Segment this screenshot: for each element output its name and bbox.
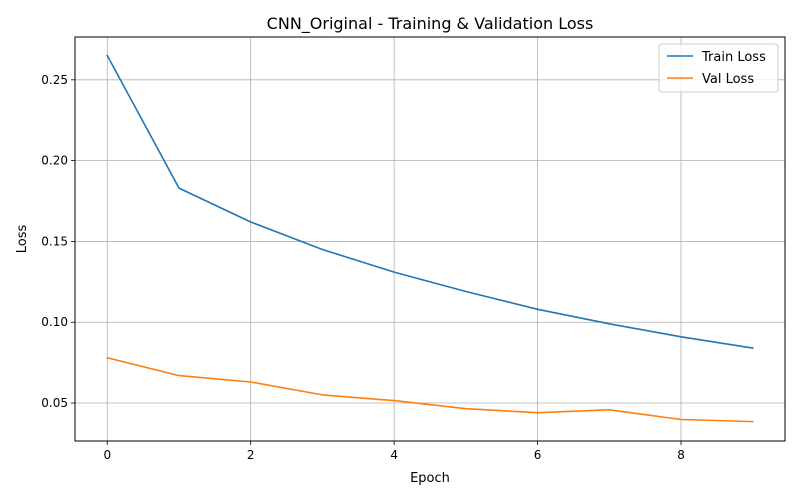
- x-axis-label: Epoch: [410, 471, 450, 486]
- chart-title: CNN_Original - Training & Validation Los…: [267, 14, 594, 34]
- series-line-val-loss: [106, 356, 754, 423]
- x-tick-label: 8: [677, 448, 685, 462]
- y-tick-label: 0.10: [41, 315, 68, 329]
- legend-label-val-loss: Val Loss: [702, 72, 754, 87]
- x-tick-label: 0: [103, 448, 111, 462]
- plot-area: [75, 37, 785, 441]
- legend-label-train-loss: Train Loss: [701, 50, 766, 65]
- y-tick-label: 0.15: [41, 234, 68, 248]
- y-axis-label: Loss: [15, 225, 30, 254]
- y-tick-label: 0.05: [41, 396, 68, 410]
- y-axis-ticks: 0.05 0.10 0.15 0.20 0.25: [41, 73, 75, 410]
- series-line-train-loss: [106, 54, 754, 350]
- series-layer: [106, 54, 754, 423]
- y-tick-label: 0.25: [41, 73, 68, 87]
- y-tick-label: 0.20: [41, 154, 68, 168]
- x-axis-ticks: 0 2 4 6 8: [103, 441, 685, 462]
- legend: Train Loss Val Loss: [658, 43, 779, 93]
- x-tick-label: 4: [390, 448, 398, 462]
- x-tick-label: 6: [534, 448, 542, 462]
- plot-frame: [74, 36, 786, 442]
- x-tick-label: 2: [247, 448, 255, 462]
